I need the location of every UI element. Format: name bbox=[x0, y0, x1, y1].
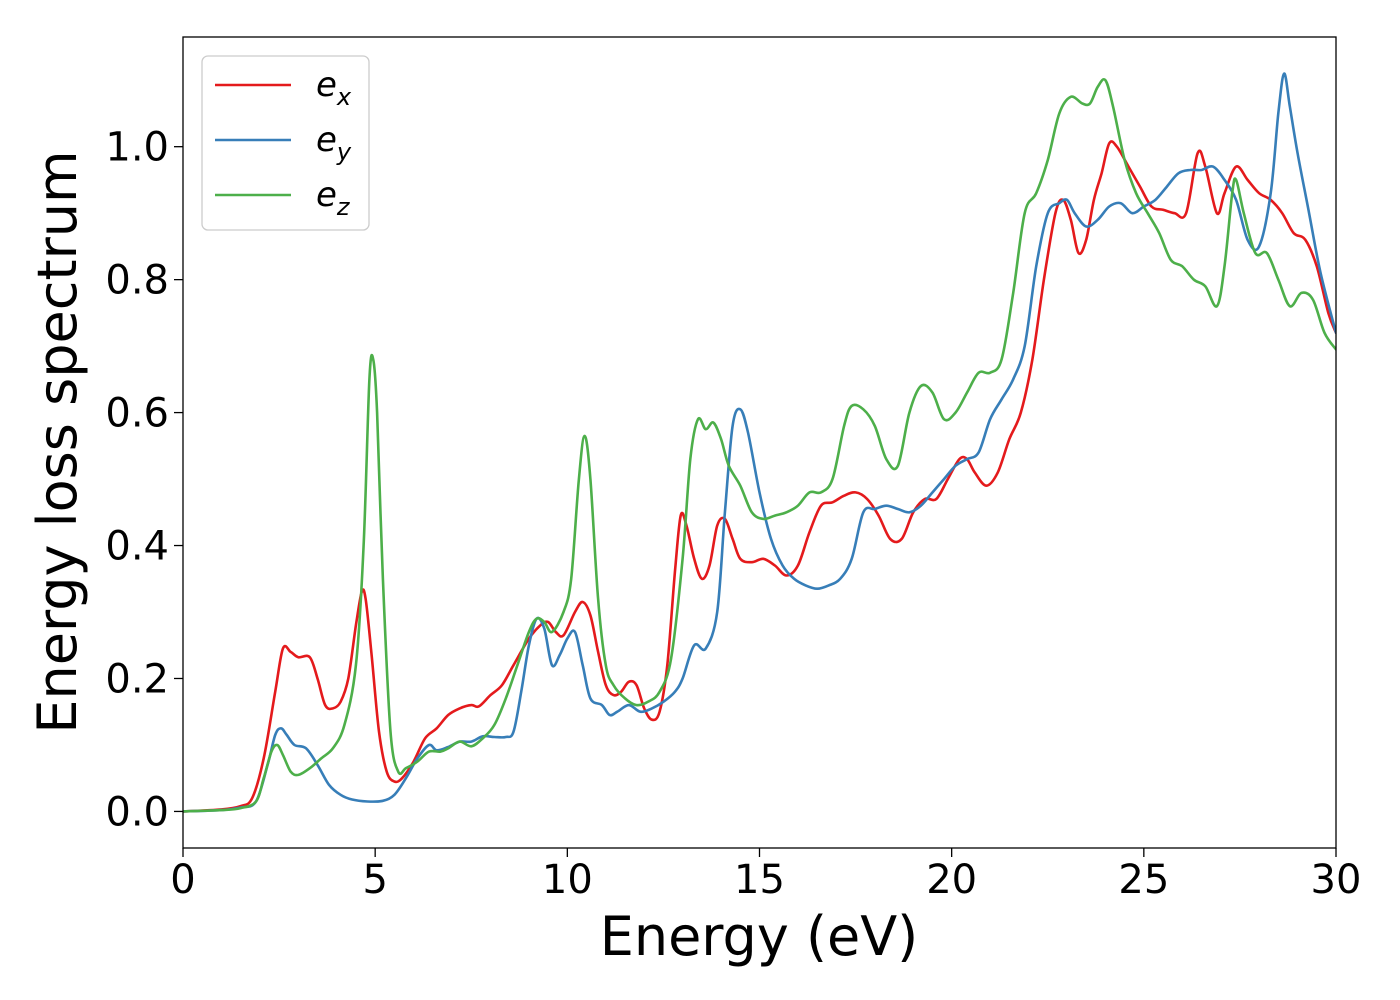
y-tick-label: 0.4 bbox=[105, 524, 169, 570]
x-axis: 0 5 10 15 20 25 30 bbox=[170, 848, 1361, 903]
series-line-z bbox=[183, 78, 1336, 813]
legend: ex ey ez bbox=[201, 55, 370, 231]
series-line-y bbox=[183, 72, 1336, 813]
x-tick-label: 15 bbox=[734, 857, 785, 903]
legend-label-y: ey bbox=[316, 120, 352, 166]
legend-frame bbox=[201, 55, 370, 231]
x-tick-label: 30 bbox=[1311, 857, 1362, 903]
y-tick-label: 0.8 bbox=[105, 258, 169, 304]
x-tick-label: 10 bbox=[542, 857, 593, 903]
y-tick-label: 1.0 bbox=[105, 125, 169, 171]
series-layer bbox=[183, 72, 1336, 813]
legend-label-x: ex bbox=[316, 65, 352, 111]
y-axis-title: Energy loss spectrum bbox=[26, 150, 89, 733]
legend-label-z: ez bbox=[316, 175, 351, 221]
x-tick-label: 20 bbox=[926, 857, 977, 903]
y-tick-label: 0.6 bbox=[105, 391, 169, 437]
y-axis: 0.0 0.2 0.4 0.6 0.8 1.0 bbox=[105, 125, 183, 835]
y-tick-label: 0.2 bbox=[105, 656, 169, 702]
y-tick-label: 0.0 bbox=[105, 789, 169, 835]
x-tick-label: 0 bbox=[170, 857, 195, 903]
x-tick-label: 5 bbox=[362, 857, 387, 903]
x-axis-title: Energy (eV) bbox=[600, 905, 919, 968]
x-tick-label: 25 bbox=[1118, 857, 1169, 903]
